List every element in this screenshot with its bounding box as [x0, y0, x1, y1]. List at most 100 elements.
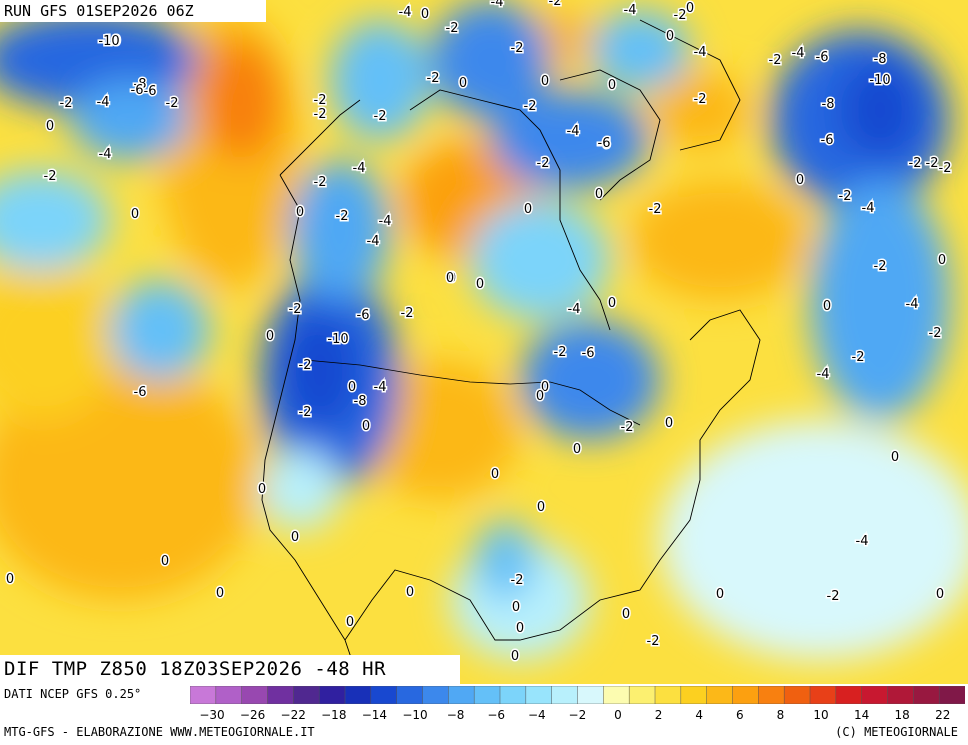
run-header: RUN GFS 01SEP2026 06Z	[0, 0, 266, 22]
contour-label: 0	[512, 600, 520, 615]
contour-label: 0	[573, 442, 581, 457]
contour-label: 0	[608, 296, 616, 311]
borders	[304, 359, 641, 426]
contour-label: -8	[354, 394, 367, 409]
contour-label: 0	[686, 1, 694, 16]
contour-label: -4	[792, 46, 805, 61]
contour-label: -4	[399, 5, 412, 20]
contour-labels: -10-8-6-4-2 -200-2-4-2-6-2-4 0-2-4-20-2-4-…	[4, 0, 953, 666]
colorbar-swatch	[551, 686, 579, 704]
credit-left: MTG-GFS - ELABORAZIONE WWW.METEOGIORNALE…	[4, 725, 315, 739]
contour-label: -6	[134, 385, 147, 400]
contour-label: -2	[336, 209, 349, 224]
colorbar-tick-label: 4	[695, 708, 703, 722]
contour-label: -6	[131, 83, 144, 98]
colorbar-tick-label: −10	[402, 708, 427, 722]
colorbar-ticks: −30−26−22−18−14−10−8−6−4−202468101418223…	[199, 708, 950, 722]
colorbar-swatch	[190, 686, 217, 704]
contour-label: -4	[862, 201, 875, 216]
contour-label: -10	[869, 73, 890, 88]
contour-label: -2	[289, 302, 302, 317]
colorbar-tick-label: −8	[447, 708, 465, 722]
colorbar-swatch	[525, 686, 553, 704]
contour-label: -2	[427, 71, 440, 86]
contour-label: 0	[938, 253, 946, 268]
colorbar-tick-label: −14	[362, 708, 387, 722]
contour-label: 0	[216, 586, 224, 601]
contour-label: -2	[166, 96, 179, 111]
credit-right: (C) METEOGIORNALE	[835, 725, 958, 739]
colorbar-swatch	[603, 686, 630, 704]
colorbar-swatch	[577, 686, 605, 704]
colorbar-swatch	[680, 686, 708, 704]
contour-label: -6	[816, 50, 829, 65]
contour-label: 0	[823, 299, 831, 314]
contour-label: -2	[314, 175, 327, 190]
contour-label: 0	[406, 585, 414, 600]
contour-label: -2	[401, 306, 414, 321]
contour-label: -2	[60, 96, 73, 111]
colorbar-tick-label: −2	[569, 708, 587, 722]
contour-label: -2	[649, 202, 662, 217]
contour-label: 0	[891, 450, 899, 465]
colorbar-tick-label: 14	[854, 708, 869, 722]
colorbar-swatch	[887, 686, 915, 704]
contour-label: 0	[666, 29, 674, 44]
contour-label: -10	[98, 34, 119, 49]
contour-label: 0	[608, 78, 616, 93]
colorbar-swatch	[370, 686, 398, 704]
contour-label: -4	[353, 161, 366, 176]
colorbar-tick-label: −6	[487, 708, 505, 722]
colorbar-tick-label: 8	[777, 708, 785, 722]
colorbar	[190, 686, 965, 704]
colorbar-tick-label: 22	[935, 708, 950, 722]
contour-label: 0	[541, 380, 549, 395]
colorbar-tick-label: 18	[895, 708, 910, 722]
coastlines	[261, 19, 761, 684]
contour-label: -2	[926, 156, 939, 171]
contour-label: 0	[446, 271, 454, 286]
contour-label: 0	[131, 207, 139, 222]
contour-label: 0	[6, 572, 14, 587]
contour-label: -10	[327, 332, 348, 347]
colorbar-swatch	[706, 686, 734, 704]
contour-label: 0	[448, 271, 456, 286]
contour-label: 0	[622, 607, 630, 622]
contour-label: -8	[874, 52, 887, 67]
contour-label: -4	[374, 380, 387, 395]
colorbar-swatch	[293, 686, 320, 704]
contour-label: -6	[144, 84, 157, 99]
temperature-anomaly-map: -10-8-6-4-2 -200-2-4-2-6-2-4 0-2-4-20-2-4-…	[0, 0, 968, 684]
legend-area: DATI NCEP GFS 0.25° −30 −26 −22 −18 −14 −10 −8…	[0, 684, 968, 745]
contour-label: 0	[491, 467, 499, 482]
colorbar-swatch	[628, 686, 656, 704]
contour-label: 0	[459, 76, 467, 91]
contour-label: -2	[939, 161, 952, 176]
colorbar-swatch	[499, 686, 527, 704]
contour-label: 0	[296, 205, 304, 220]
contour-label: -4	[491, 0, 504, 10]
colorbar-swatch	[448, 686, 475, 704]
contour-label: -2	[909, 156, 922, 171]
contour-label: -2	[299, 405, 312, 420]
colorbar-swatch	[473, 686, 501, 704]
colorbar-tick-label: 10	[813, 708, 828, 722]
contour-label: 0	[161, 554, 169, 569]
contour-label: -4	[367, 234, 380, 249]
contour-label: -2	[299, 358, 312, 373]
contour-label: -2	[839, 189, 852, 204]
colorbar-swatch	[267, 686, 295, 704]
contour-label: -6	[598, 137, 611, 152]
contour-label: -4	[906, 297, 919, 312]
contour-label: -4	[379, 214, 392, 229]
contour-label: -2	[874, 259, 887, 274]
colorbar-tick-label: −18	[321, 708, 346, 722]
contour-label: 0	[258, 482, 266, 497]
colorbar-tick-label: 0	[614, 708, 622, 722]
contour-label: -2	[524, 99, 537, 114]
colorbar-swatch	[938, 686, 965, 704]
contour-label: 0	[266, 329, 274, 344]
colorbar-swatch	[758, 686, 785, 704]
contour-label: -8	[134, 77, 147, 92]
contour-label: -2	[827, 589, 840, 604]
